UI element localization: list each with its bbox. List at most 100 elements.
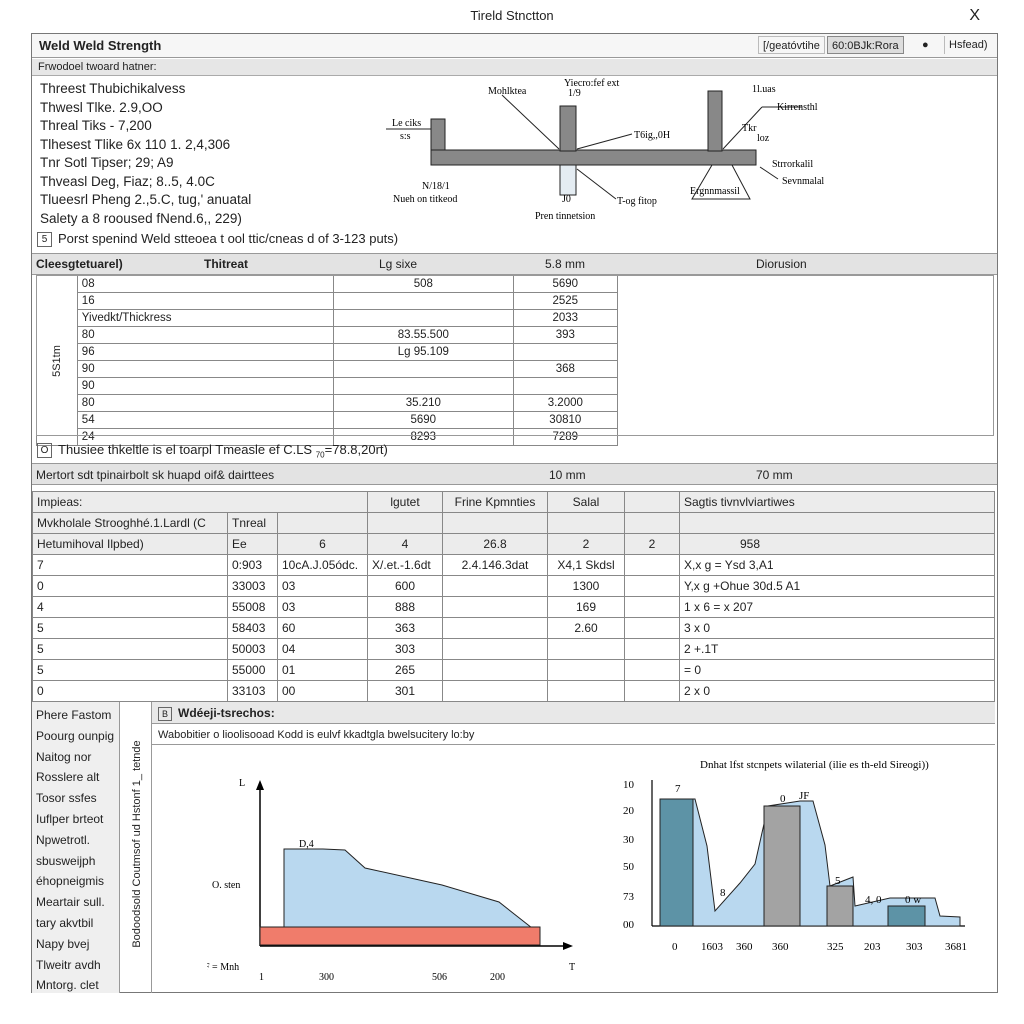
sidebar-item[interactable]: Meartair sull. [36,895,105,910]
cell [512,377,618,395]
value-field[interactable]: 60:0BJk:Rora [827,36,904,54]
x-tick: 0 [672,941,678,953]
sidebar-item[interactable]: Poourg ounpig [36,728,115,743]
panel-title: Weld Weld Strength [39,38,162,53]
subheader: Frwodoel twoard hatner: [32,59,997,76]
cell: 30810 [512,411,618,429]
param-line: Tlhesest Tlike 6x 110 1. 2,4,306 [40,136,231,152]
leg-size-label: Le ciks [392,118,421,129]
col-header: Tnreal [227,512,278,534]
cell: 368 [512,360,618,378]
col-header: Diorusion [756,257,807,271]
dropdown-icon[interactable]: ● [922,39,929,51]
bar-value: 70 mm [756,468,793,482]
param-line: Salety a 8 rooused fNend.6,, 229) [40,210,242,226]
cell: 393 [512,326,618,344]
col-header: Mvkholale Strooghhé.1.Lardl (C [32,512,228,534]
action-button[interactable]: Hsfead) [944,36,992,54]
section-toggle[interactable]: 5 [37,232,52,248]
cell: 24 [76,428,334,446]
close-icon[interactable]: X [969,7,980,24]
sevn-label: Sevnmalal [782,176,824,187]
param-line: Tnr Sotl Tipser; 29; A9 [40,155,174,170]
x-tick: 1 [259,972,264,983]
kirren-label: Kirrensthl [777,102,818,113]
strork-label: Strrorkalil [772,159,813,170]
annotation: JF [799,790,809,802]
bottom-dim-label: J0 [562,194,571,205]
nuch-label: Nueh on titkeod [393,194,457,205]
x-tick: 200 [490,972,505,983]
col-header: 6 [277,533,368,555]
sidebar-item[interactable]: Npwetrotl. [36,832,91,847]
cell: 3.2000 [512,394,618,412]
window-title: Tireld Stnctton [470,8,554,23]
section-title: Porst spenind Weld stteoea t ool ttic/cn… [58,231,399,246]
side-label: 5S1tm [36,275,78,446]
sidebar-item[interactable]: tary akvtbil [36,915,94,930]
weld-diagram: Le ciks s:s N/18/1 Nueh on titkeod Mohlk… [386,78,824,222]
col-header: Ee [227,533,278,555]
cell: 83.55.500 [332,326,514,344]
weld-title: Wdéeji-tsrechos: [178,706,275,720]
cell: 80 [76,394,334,412]
cell: 2525 [512,292,618,310]
cell: 508 [332,275,514,293]
cell [332,360,514,378]
table-row: 5 55000 01 265 = 0 [32,659,995,681]
x-tick: 300 [319,972,334,983]
cell: 90 [76,360,334,378]
col-header: 5.8 mm [545,257,586,271]
notch-label: N/18/1 [422,181,450,192]
x-tick: 325 [827,941,844,953]
cell [332,377,514,395]
y-tick: 00 [623,919,635,931]
table-row: 0 33103 00 301 2 x 0 [32,680,995,702]
y-tick: 73 [623,891,635,903]
y-axis-label: L [239,778,245,789]
cell: 80 [76,326,334,344]
weld-table: 5S1tm 08 508 5690 16 2525 Yivedkt/Thickress… [36,275,618,446]
weld-description: Wabobitier o lioolisooad Kodd is eulvf k… [152,725,995,745]
plate-label: Pren tinnetsion [535,211,595,222]
weld-toggle[interactable]: B [158,707,172,721]
cell: 16 [76,292,334,310]
dim-label: s:s [400,131,411,142]
col-header: Salal [547,491,625,513]
control-label[interactable]: [/geatóvtihe [758,36,825,54]
sidebar-item[interactable]: Tosor ssfes [36,791,97,806]
section-title: Thusiee thkeltle is el toarpl Tmeasle ef… [58,442,313,457]
sidebar-item[interactable]: Rosslere alt [36,770,100,785]
y-tick: 10 [623,779,635,791]
section-title-sub: 70 [315,450,325,460]
col-header: 958 [679,533,995,555]
col-header: 2 [547,533,625,555]
sidebar-item[interactable]: Napy bvej [36,936,90,951]
section-title-tail: =78.8,20rt) [324,442,388,457]
yield-sub-label: 1/9 [568,88,581,99]
x-tick: 303 [906,941,923,953]
bar-value: 10 mm [549,468,586,482]
cell: 35.210 [332,394,514,412]
sidebar-item[interactable]: Phere Fastom [36,708,112,722]
sidebar-item[interactable]: Mntorg. clet [36,978,99,993]
cell: 08 [76,275,334,293]
cell [512,343,618,361]
annotation: 4, 0 [865,894,882,906]
col-header: 4 [367,533,443,555]
sidebar-item[interactable]: sbusweijph [36,853,96,868]
parameter-list: Threest Thubichikalvess Thwesl Tlke. 2.9… [40,80,251,228]
tag-bottom-label: T-og fitop [617,196,657,207]
table-row: 0 33003 03 600 1300 Y,x g +Ohue 30d.5 A1 [32,575,995,597]
cell: 96 [76,343,334,361]
col-header: Lg sixe [379,257,418,271]
param-line: Thveasl Deg, Fiaz; 8..5, 4.0C [40,173,215,189]
sidebar-item[interactable]: Iuflper brteot [36,811,104,826]
x-tick: 360 [736,941,753,953]
sidebar-item[interactable]: éhopneigmis [36,874,105,889]
sidebar-item[interactable]: Tlweitr avdh [36,957,101,972]
annotation: 5 [835,875,841,887]
section-heading-2: O Thusiee thkeltle is el toarpl Tmeasle e… [37,440,388,460]
sidebar-item[interactable]: Naitog nor [36,749,92,764]
section-toggle[interactable]: O [37,443,52,459]
